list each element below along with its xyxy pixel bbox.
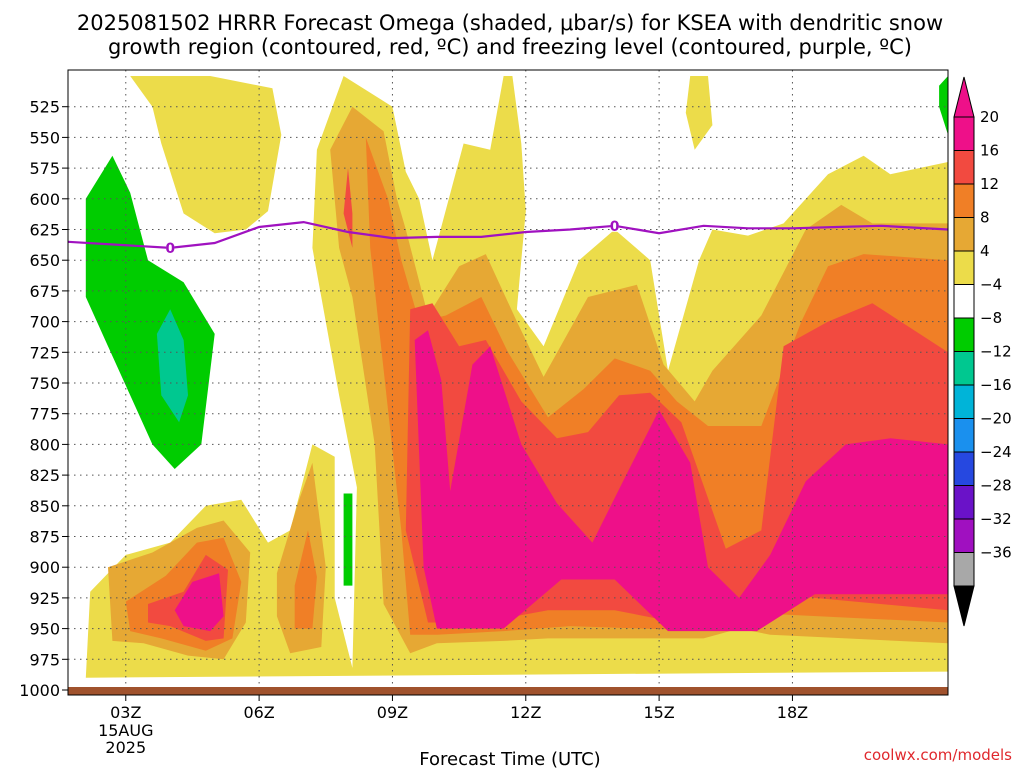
colorbar-segment [953,317,975,352]
y-tick-label: 625 [29,221,60,240]
colorbar-segment [953,518,975,553]
colorbar-segment [953,485,975,520]
freezing-level-contour: 00 [67,218,949,257]
omega-region-12 [414,330,948,632]
y-axis: 525 550 575 600 625 650 675 700 725 750 775 800 825 8… [19,98,68,700]
freezing-level-label: 0 [165,241,175,257]
y-tick-label: 525 [29,98,60,117]
colorbar-label: −32 [980,510,1012,528]
y-tick-label: 1000 [19,681,60,700]
omega-region-15 [343,493,353,586]
colorbar-label: −4 [980,276,1002,294]
colorbar-segment [953,250,975,285]
colorbar-segment [953,150,975,185]
y-tick-label: 800 [29,435,60,454]
y-tick-label: 750 [29,374,60,393]
y-tick-label: 575 [29,159,60,178]
y-tick-label: 950 [29,620,60,639]
omega-region-2 [685,76,713,150]
colorbar-label: 20 [980,108,999,126]
x-tick-label: 15Z [643,703,674,722]
omega-region-0 [130,76,282,234]
x-tick-label: 12Z [510,703,541,722]
y-tick-label: 850 [29,497,60,516]
colorbar-label: 16 [980,142,999,160]
freezing-level-label-bg [166,240,175,254]
freezing-level-line [67,220,949,250]
colorbar-segment [953,384,975,419]
y-tick-label: 975 [29,650,60,669]
y-tick-label: 775 [29,405,60,424]
y-tick-label: 600 [29,190,60,209]
colorbar-segment [953,451,975,486]
credit-text: coolwx.com/models [864,746,1012,764]
colorbar-segment [953,552,975,587]
y-tick-label: 725 [29,343,60,362]
colorbar-label: 12 [980,175,999,193]
omega-region-17 [156,309,188,423]
y-tick-label: 900 [29,558,60,577]
x-tick-sublabel: 15AUG [98,721,153,740]
colorbar-label: 8 [980,209,990,227]
colorbar-segment [953,183,975,218]
plot-frame [67,69,949,696]
y-tick-label: 875 [29,528,60,547]
colorbar-segment [953,418,975,453]
colorbar-segment [953,284,975,319]
colorbar-label: −24 [980,443,1012,461]
x-tick-label: 03Z [110,703,141,722]
omega-region-8 [294,530,317,629]
chart-title-line-1: 2025081502 HRRR Forecast Omega (shaded, … [77,11,943,35]
y-tick-label: 650 [29,251,60,270]
colorbar-top-arrow [953,76,975,118]
omega-shading [85,76,949,678]
x-tick-label: 09Z [377,703,408,722]
omega-region-9 [343,168,353,248]
x-axis-title: Forecast Time (UTC) [419,749,600,768]
y-tick-label: 925 [29,589,60,608]
y-tick-label: 825 [29,466,60,485]
colorbar-label: −36 [980,544,1012,562]
omega-region-16 [939,76,948,135]
colorbar-label: 4 [980,242,990,260]
colorbar-segment [953,116,975,151]
omega-region-13 [174,573,224,632]
y-tick-label: 550 [29,128,60,147]
colorbar-segment [953,217,975,252]
colorbar-label: −8 [980,309,1002,327]
x-tick-sublabel: 2025 [105,738,146,757]
ground-surface [68,687,948,695]
x-tick-label: 06Z [243,703,274,722]
colorbar-label: −16 [980,376,1012,394]
colorbar-segment [953,351,975,386]
colorbar-label: −28 [980,477,1012,495]
colorbar-bottom-arrow [953,585,975,627]
colorbar-label: −20 [980,410,1012,428]
colorbar: 20 16 12 8 4 −4 −8 −12 −16 −20 −24 −28 −32 −36 [953,76,1012,627]
y-tick-label: 675 [29,282,60,301]
freezing-level-label: 0 [610,219,620,235]
freezing-level-label-bg [610,218,619,232]
x-tick-label: 18Z [777,703,808,722]
colorbar-label: −12 [980,343,1012,361]
chart-title-line-2: growth region (contoured, red, ºC) and f… [108,35,912,59]
y-tick-label: 700 [29,313,60,332]
